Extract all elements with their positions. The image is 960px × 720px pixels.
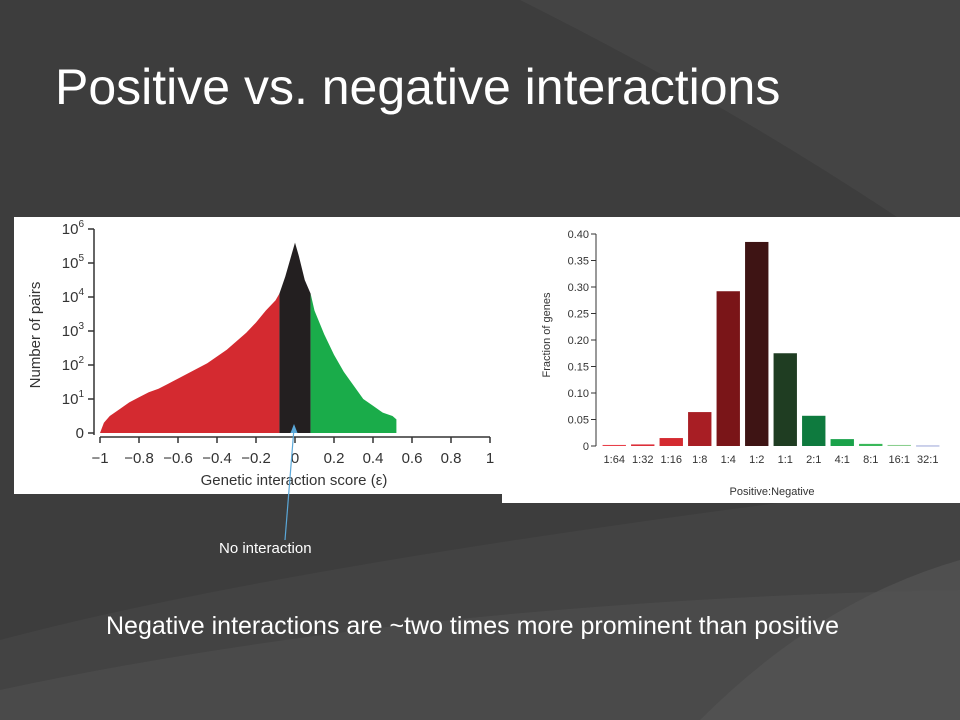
bar-chart-x-tick-label: 4:1 xyxy=(835,454,850,466)
bar-chart-x-tick-label: 1:32 xyxy=(632,454,653,466)
bar-chart-y-tick-label: 0.10 xyxy=(568,388,589,400)
histogram-x-tick-label: −0.4 xyxy=(202,450,232,467)
histogram-y-tick-label: 102 xyxy=(62,355,85,374)
bar-1-32 xyxy=(631,444,655,446)
histogram-region-positive xyxy=(310,293,397,433)
histogram-region-negative xyxy=(100,293,280,433)
bar-chart-x-ticks: 1:64 1:32 1:16 1:8 1:4 1:2 1:1 2:1 4:1 8:1 16:1 32:… xyxy=(604,454,939,466)
bar-chart-x-tick-label: 1:2 xyxy=(749,454,764,466)
histogram-x-tick-label: −1 xyxy=(91,450,108,467)
bar-chart-y-tick-label: 0 xyxy=(583,441,589,453)
bar-chart-x-tick-label: 8:1 xyxy=(863,454,878,466)
bar-chart-x-tick-label: 32:1 xyxy=(917,454,938,466)
bar-8-1 xyxy=(859,443,883,446)
histogram-region-no-interaction xyxy=(279,242,311,433)
bar-1-64 xyxy=(602,444,626,446)
bar-chart-x-tick-label: 1:64 xyxy=(604,454,625,466)
histogram-y-tick-label: 106 xyxy=(62,219,85,238)
histogram-x-tick-label: 0.4 xyxy=(363,450,384,467)
histogram-areas xyxy=(100,242,397,433)
bar-16-1 xyxy=(887,444,911,446)
histogram-panel: Number of pairs 0 101 102 103 104 105 106 −1 −0… xyxy=(14,217,504,494)
bar-1-4 xyxy=(716,291,740,446)
bar-chart-y-tick-label: 0.15 xyxy=(568,362,589,374)
histogram-x-tick-label: 1 xyxy=(486,450,494,467)
histogram-x-tick-label: −0.2 xyxy=(241,450,271,467)
bar-chart-bars xyxy=(602,241,940,447)
bar-chart-x-axis-label: Positive:Negative xyxy=(730,486,815,498)
bar-chart-y-ticks: 0 0.05 0.10 0.15 0.20 0.25 0.30 0.35 0.40 xyxy=(568,229,597,453)
bar-chart-y-axis-label: Fraction of genes xyxy=(541,292,553,377)
histogram-x-ticks: −1 −0.8 −0.6 −0.4 −0.2 0 0.2 0.4 0.6 0.8 1 xyxy=(91,437,494,467)
histogram-y-ticks: 0 101 102 103 104 105 106 xyxy=(62,219,95,442)
bar-2-1 xyxy=(802,415,826,446)
bar-32-1 xyxy=(916,445,940,447)
no-interaction-callout: No interaction xyxy=(219,540,312,557)
ratio-bar-chart: Fraction of genes 00.050.100.150.200.250… xyxy=(541,229,940,498)
bar-1-8 xyxy=(688,412,712,446)
histogram-y-tick-label: 105 xyxy=(62,253,85,272)
bar-chart-x-tick-label: 1:1 xyxy=(778,454,793,466)
bar-chart-x-tick-label: 1:16 xyxy=(661,454,682,466)
bar-chart-x-tick-label: 16:1 xyxy=(889,454,910,466)
bar-chart-x-tick-label: 2:1 xyxy=(806,454,821,466)
slide-title: Positive vs. negative interactions xyxy=(55,59,781,115)
histogram-y-tick-label: 0 xyxy=(76,425,84,442)
bar-chart-y-tick-label: 0.40 xyxy=(568,229,589,241)
bar-4-1 xyxy=(830,439,854,446)
bar-chart-x-tick-label: 1:4 xyxy=(721,454,736,466)
bar-chart-y-tick-label: 0.25 xyxy=(568,309,589,321)
histogram-x-tick-label: −0.6 xyxy=(163,450,193,467)
histogram-x-tick-label: 0.6 xyxy=(402,450,423,467)
bar-chart-x-tick-label: 1:8 xyxy=(692,454,707,466)
ratio-bar-chart-panel: Fraction of genes 0 0.05 0.10 0.15 0.20 0.25 0… xyxy=(502,217,960,503)
histogram-y-axis-label-group: Number of pairs xyxy=(27,282,44,389)
histogram-y-tick-label: 101 xyxy=(62,389,85,408)
histogram-x-tick-label: 0 xyxy=(291,450,299,467)
bar-chart-y-tick-label: 0.05 xyxy=(568,415,589,427)
interaction-score-histogram: Number of pairs 0 101 102 103 104 105 106 −1 −0… xyxy=(27,219,494,489)
bar-chart-y-tick-label: 0.30 xyxy=(568,282,589,294)
body-text: Negative interactions are ~two times mor… xyxy=(106,612,839,640)
histogram-x-tick-label: 0.8 xyxy=(441,450,462,467)
histogram-x-tick-label: 0.2 xyxy=(324,450,345,467)
bar-chart-y-tick-label: 0.35 xyxy=(568,256,589,268)
histogram-x-tick-label: −0.8 xyxy=(124,450,154,467)
histogram-x-axis-label: Genetic interaction score (ε) xyxy=(201,472,388,489)
bar-1-16 xyxy=(659,438,683,446)
bar-1-1 xyxy=(773,353,797,446)
bar-chart-y-tick-label: 0.20 xyxy=(568,335,589,347)
histogram-y-tick-label: 104 xyxy=(62,287,85,306)
histogram-y-tick-label: 103 xyxy=(62,321,85,340)
bar-1-2 xyxy=(745,241,769,446)
histogram-y-axis-label: Number of pairs xyxy=(27,282,44,389)
